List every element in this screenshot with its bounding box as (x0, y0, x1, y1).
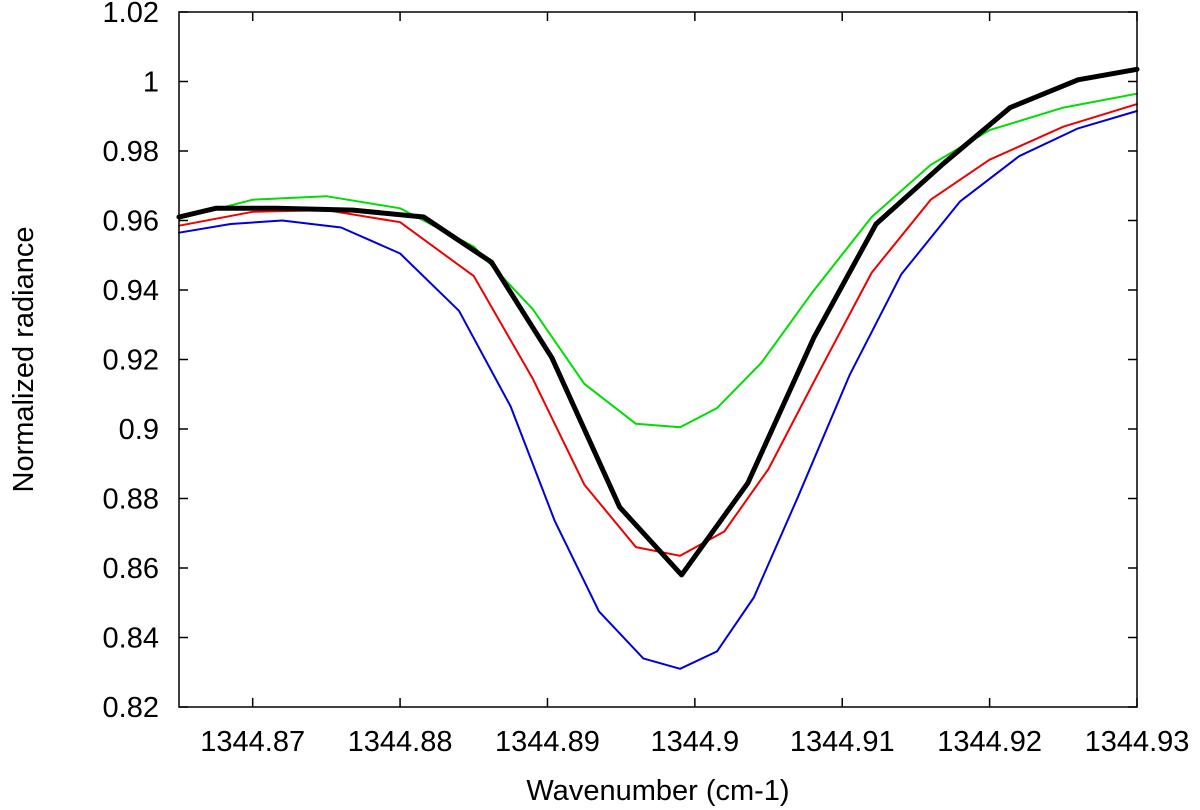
y-tick-label: 0.98 (103, 136, 159, 168)
y-tick-label: 1.02 (103, 0, 159, 29)
y-tick-label: 0.9 (119, 414, 159, 446)
x-tick-label: 1344.88 (348, 726, 453, 758)
y-tick-labels: 0.82 0.84 0.86 0.88 0.9 0.92 0.94 0.96 0.98 1 1.02 (103, 0, 159, 724)
y-tick-label: 0.94 (103, 275, 159, 307)
series-line-2 (178, 92, 1138, 429)
y-tick-label: 0.82 (103, 692, 159, 724)
series-line-1 (176, 66, 1140, 578)
x-tick-label: 1344.87 (200, 726, 305, 758)
y-tick-label: 1 (143, 67, 159, 99)
series-line-4 (178, 110, 1138, 670)
x-tick-label: 1344.89 (495, 726, 600, 758)
y-tick-label: 0.84 (103, 623, 159, 655)
y-tick-label: 0.86 (103, 553, 159, 585)
axis-ticks (179, 11, 1138, 708)
x-tick-label: 1344.92 (937, 726, 1042, 758)
x-tick-label: 1344.9 (650, 726, 739, 758)
y-axis-title: Normalized radiance (8, 227, 40, 493)
x-axis-title: Wavenumber (cm-1) (526, 775, 789, 807)
x-tick-label: 1344.93 (1085, 726, 1190, 758)
series-lines (176, 66, 1140, 670)
x-tick-labels: 1344.87 1344.88 1344.89 1344.9 1344.91 1344.9… (200, 726, 1189, 758)
plot-frame (178, 11, 1138, 708)
y-tick-label: 0.92 (103, 345, 159, 377)
y-tick-label: 0.88 (103, 484, 159, 516)
series-line-3 (178, 103, 1138, 557)
x-tick-label: 1344.91 (790, 726, 895, 758)
y-tick-label: 0.96 (103, 206, 159, 238)
